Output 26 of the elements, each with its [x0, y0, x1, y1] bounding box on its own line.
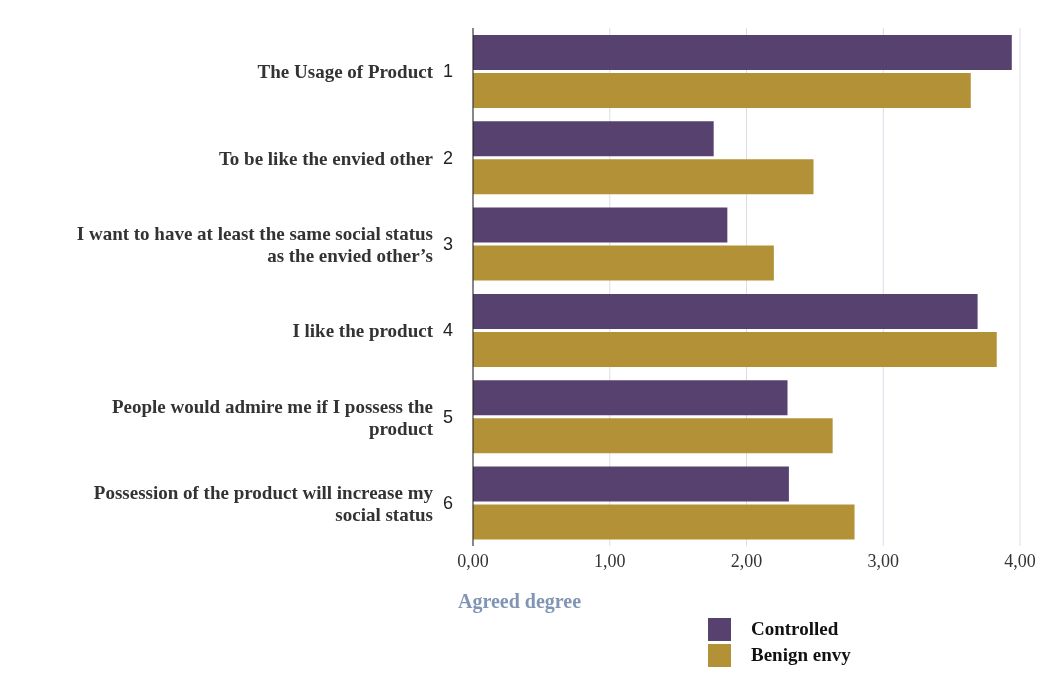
x-tick-label: 0,00	[457, 550, 489, 571]
x-tick-label: 3,00	[867, 550, 899, 571]
x-tick-label: 2,00	[730, 550, 763, 571]
y-tick-label: To be like the envied other 2	[218, 147, 453, 168]
x-tick-label: 4,00	[1004, 550, 1036, 571]
x-axis-title: Agreed degree	[458, 590, 582, 613]
bar	[473, 293, 978, 329]
y-tick-label: I want to have at least the same social status as the envied other’s 3	[76, 222, 453, 266]
bar	[473, 72, 971, 108]
bar	[473, 121, 714, 157]
bar	[473, 466, 789, 502]
y-tick-label: The Usage of Product 1	[257, 60, 453, 82]
legend-label: Benign envy	[751, 644, 851, 666]
bar	[473, 245, 774, 281]
bar	[473, 34, 1012, 70]
bar	[473, 207, 728, 243]
y-tick-label: Possession of the product will increase my social status 6	[93, 481, 453, 525]
x-tick-label: 1,00	[594, 550, 626, 571]
legend-label: Controlled	[751, 618, 839, 640]
bar	[473, 159, 814, 195]
bar	[473, 504, 855, 540]
bar	[473, 380, 788, 416]
y-tick-label: I like the product 4	[292, 319, 453, 341]
bar	[473, 418, 833, 454]
y-tick-label: People would admire me if I possess the product 5	[111, 395, 453, 438]
bar	[473, 331, 997, 367]
